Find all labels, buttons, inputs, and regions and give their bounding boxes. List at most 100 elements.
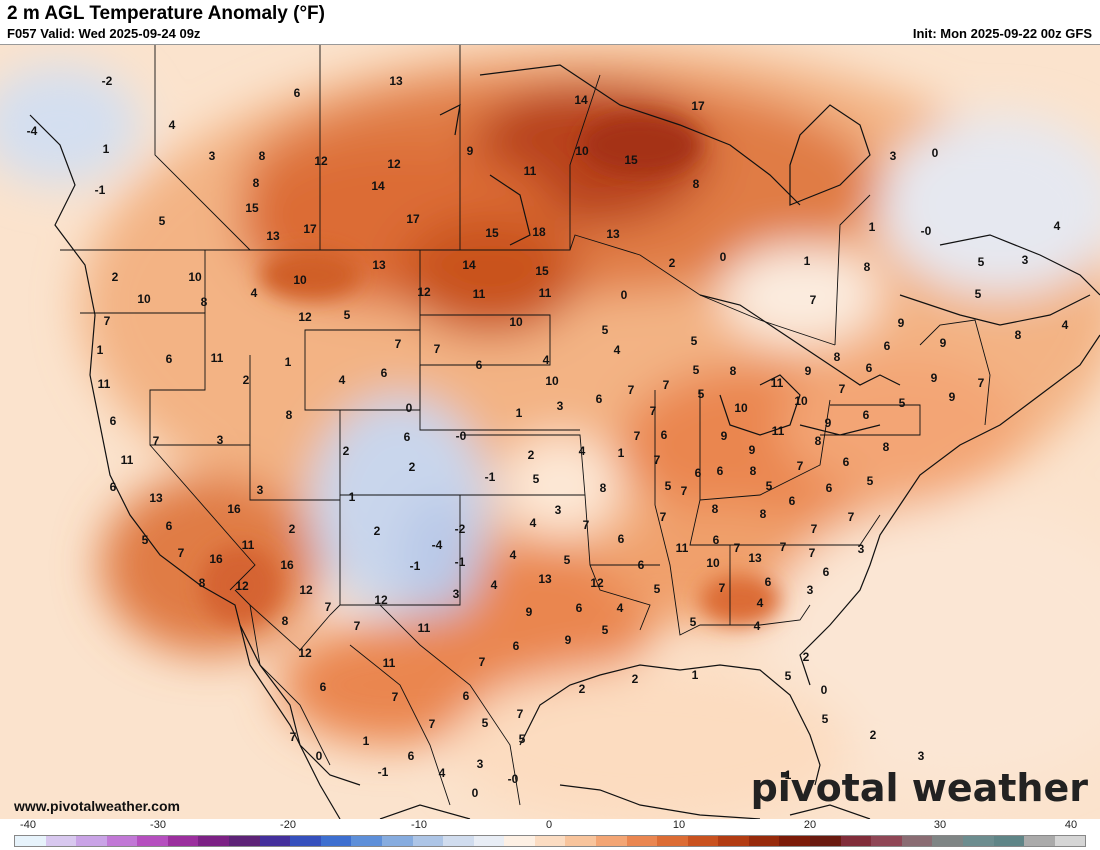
anomaly-value-label: 3: [216, 433, 224, 447]
colorbar-swatch: [565, 836, 596, 846]
anomaly-value-label: 6: [109, 414, 117, 428]
anomaly-value-label: 11: [97, 377, 111, 391]
anomaly-value-label: 6: [842, 455, 850, 469]
anomaly-value-label: 8: [281, 614, 289, 628]
anomaly-value-label: 6: [595, 392, 603, 406]
anomaly-value-label: 2: [288, 522, 296, 536]
colorbar-swatch: [15, 836, 46, 846]
colorbar: [14, 835, 1086, 847]
anomaly-value-label: 0: [931, 146, 939, 160]
anomaly-value-label: -0: [920, 224, 932, 238]
colorbar-ticks: -40 -30 -20 -10 0 10 20 30 40: [0, 818, 1100, 832]
anomaly-value-label: 10: [794, 394, 808, 408]
anomaly-value-label: 7: [808, 546, 816, 560]
anomaly-value-label: 1: [284, 355, 292, 369]
colorbar-swatch: [962, 836, 994, 846]
anomaly-value-label: 3: [256, 483, 264, 497]
anomaly-value-label: 6: [165, 519, 173, 533]
anomaly-value-label: 6: [512, 639, 520, 653]
anomaly-value-label: 10: [137, 292, 151, 306]
anomaly-value-label: 12: [590, 576, 604, 590]
anomaly-value-label: 7: [391, 690, 399, 704]
anomaly-value-label: 4: [529, 516, 537, 530]
anomaly-value-label: 10: [706, 556, 720, 570]
site-url[interactable]: www.pivotalweather.com: [14, 798, 180, 814]
anomaly-value-label: 18: [532, 225, 546, 239]
anomaly-value-label: 5: [821, 712, 829, 726]
colorbar-swatch: [748, 836, 780, 846]
anomaly-value-label: 8: [833, 350, 841, 364]
anomaly-value-label: -4: [26, 124, 38, 138]
anomaly-value-label: 10: [293, 273, 307, 287]
anomaly-value-label: 4: [578, 444, 586, 458]
colorbar-swatch: [229, 836, 260, 846]
anomaly-value-label: 6: [575, 601, 583, 615]
anomaly-value-label: 0: [820, 683, 828, 697]
anomaly-value-label: 1: [868, 220, 876, 234]
anomaly-value-label: 7: [152, 434, 160, 448]
anomaly-value-label: 11: [472, 287, 486, 301]
anomaly-value-label: 7: [177, 546, 185, 560]
anomaly-value-label: 6: [475, 358, 483, 372]
anomaly-value-label: 4: [542, 353, 550, 367]
anomaly-value-label: 13: [606, 227, 620, 241]
anomaly-value-label: 10: [545, 374, 559, 388]
anomaly-value-label: 5: [784, 669, 792, 683]
anomaly-value-label: 8: [692, 177, 700, 191]
anomaly-value-label: 9: [564, 633, 572, 647]
anomaly-value-label: 8: [882, 440, 890, 454]
anomaly-value-label: 5: [532, 472, 540, 486]
anomaly-value-label: 8: [729, 364, 737, 378]
anomaly-value-label: 13: [538, 572, 552, 586]
anomaly-value-label: 9: [824, 416, 832, 430]
anomaly-value-label: 7: [662, 378, 670, 392]
anomaly-value-label: 5: [601, 623, 609, 637]
anomaly-value-label: 6: [883, 339, 891, 353]
anomaly-value-label: 7: [627, 383, 635, 397]
anomaly-value-label: 5: [974, 287, 982, 301]
anomaly-value-label: 2: [668, 256, 676, 270]
anomaly-value-label: 4: [250, 286, 258, 300]
anomaly-map: [0, 44, 1100, 819]
anomaly-hotspots: [200, 115, 780, 625]
anomaly-value-label: 7: [433, 342, 441, 356]
anomaly-value-label: 6: [764, 575, 772, 589]
anomaly-value-label: 5: [765, 479, 773, 493]
anomaly-value-label: -1: [409, 559, 421, 573]
anomaly-value-label: 15: [624, 153, 638, 167]
anomaly-value-label: 7: [838, 382, 846, 396]
anomaly-value-label: 17: [691, 99, 705, 113]
anomaly-value-label: 11: [120, 453, 134, 467]
anomaly-value-label: 6: [712, 533, 720, 547]
colorbar-swatch: [779, 836, 811, 846]
anomaly-value-label: 11: [241, 538, 255, 552]
anomaly-value-label: 4: [753, 619, 761, 633]
colorbar-swatch: [106, 836, 138, 846]
colorbar-swatch: [840, 836, 872, 846]
colorbar-swatch: [626, 836, 658, 846]
anomaly-value-label: 5: [697, 387, 705, 401]
anomaly-value-label: 5: [664, 479, 672, 493]
anomaly-value-label: 7: [353, 619, 361, 633]
anomaly-value-label: 11: [771, 424, 785, 438]
anomaly-value-label: 8: [258, 149, 266, 163]
anomaly-value-label: 12: [299, 583, 313, 597]
anomaly-value-label: 9: [748, 443, 756, 457]
colorbar-swatch: [290, 836, 321, 846]
anomaly-value-label: 8: [198, 576, 206, 590]
anomaly-value-label: 7: [633, 429, 641, 443]
anomaly-value-label: 5: [977, 255, 985, 269]
anomaly-value-label: 7: [516, 707, 524, 721]
anomaly-value-label: 11: [770, 376, 784, 390]
anomaly-value-label: 11: [675, 541, 689, 555]
anomaly-value-label: 3: [452, 587, 460, 601]
anomaly-value-label: -2: [101, 74, 113, 88]
anomaly-value-label: 10: [575, 144, 589, 158]
colorbar-swatch: [871, 836, 902, 846]
anomaly-value-label: 12: [298, 310, 312, 324]
anomaly-value-label: 7: [289, 730, 297, 744]
colorbar-swatch: [137, 836, 168, 846]
colorbar-swatch: [76, 836, 107, 846]
anomaly-value-label: 6: [637, 558, 645, 572]
anomaly-value-label: 11: [382, 656, 396, 670]
